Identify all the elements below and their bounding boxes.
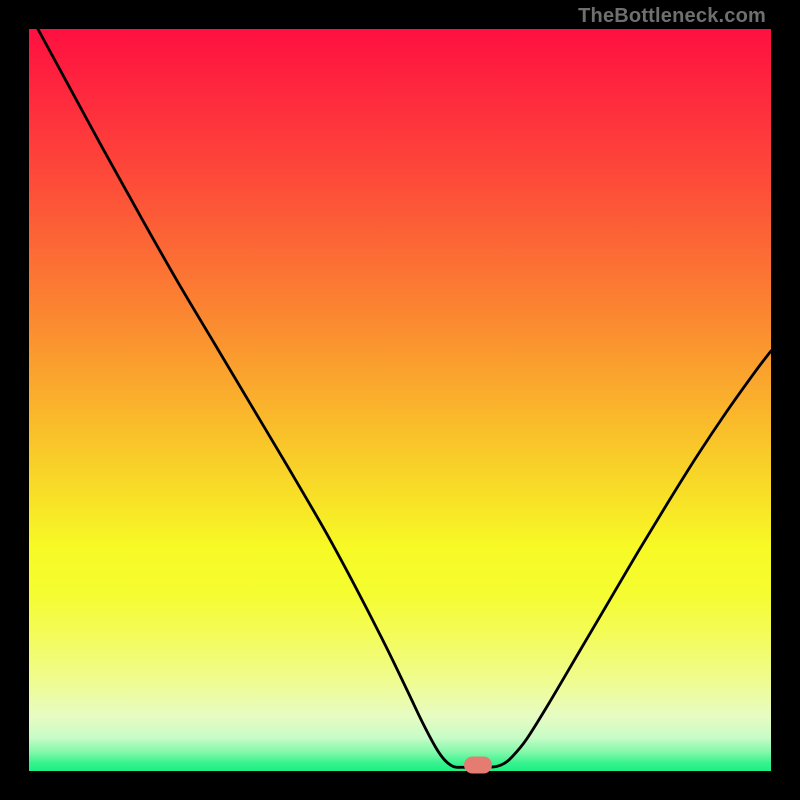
bottleneck-curve	[29, 29, 771, 771]
plot-area	[29, 29, 771, 771]
chart-root: TheBottleneck.com	[0, 0, 800, 800]
optimal-marker	[464, 757, 492, 774]
watermark-text: TheBottleneck.com	[578, 5, 766, 28]
